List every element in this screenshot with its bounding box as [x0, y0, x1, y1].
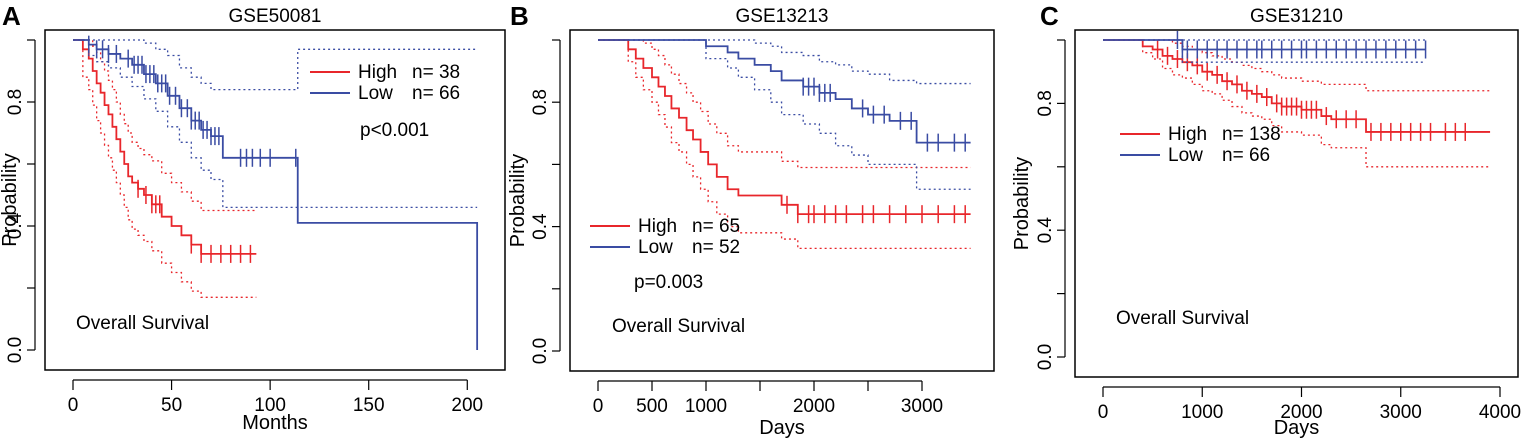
series-high — [598, 39, 971, 250]
x-tick-label: 100 — [254, 395, 286, 416]
annotation-overall-survival: Overall Survival — [1116, 308, 1249, 329]
plot-frame — [1074, 29, 1519, 378]
annotation-overall-survival: Overall Survival — [76, 313, 209, 334]
y-tick-label: 0.8 — [530, 89, 551, 115]
p-value: p=0.003 — [634, 272, 703, 293]
y-axis-label: Probability — [1011, 157, 1033, 250]
panel-a: A GSE50081 0 50 100 150 200 Months 0.0 0.4 0.8 Prob… — [0, 1, 506, 434]
legend-count: n= 65 — [692, 216, 740, 237]
ci-lower-line — [73, 39, 478, 209]
y-axis-label: Probability — [0, 153, 21, 246]
survival-line — [598, 39, 971, 144]
ci-upper-line — [1103, 39, 1491, 92]
series-high — [1103, 39, 1491, 168]
panel-letter: B — [510, 1, 529, 31]
legend-count: n= 138 — [1222, 124, 1281, 145]
x-tick-label: 4000 — [1479, 402, 1521, 423]
x-tick-label: 0 — [68, 395, 79, 416]
y-tick-label: 0.0 — [530, 338, 551, 364]
legend-label: Low — [638, 237, 673, 258]
y-tick-label: 0.0 — [1035, 344, 1056, 370]
x-tick-label: 3000 — [901, 396, 943, 417]
x-axis: 0 500 1000 2000 3000 — [593, 380, 943, 417]
legend: High n= 65 Low n= 52 — [590, 216, 740, 258]
x-tick-label: 2000 — [1280, 402, 1322, 423]
x-tick-label: 1000 — [685, 396, 727, 417]
legend-count: n= 38 — [412, 62, 460, 83]
x-tick-label: 1000 — [1181, 402, 1223, 423]
x-tick-label: 0 — [1098, 402, 1109, 423]
x-tick-label: 0 — [593, 396, 604, 417]
legend: High n= 138 Low n= 66 — [1120, 124, 1281, 166]
plot-frame — [44, 29, 506, 371]
ci-lower-line — [598, 39, 971, 190]
x-tick-label: 200 — [451, 395, 483, 416]
y-axis: 0.0 0.4 0.8 — [530, 39, 561, 364]
legend-count: n= 66 — [412, 83, 460, 104]
legend-label: High — [1168, 124, 1207, 145]
panel-letter: A — [2, 1, 21, 31]
x-axis-label: Days — [759, 417, 805, 439]
x-tick-label: 2000 — [793, 396, 835, 417]
panel-c: C GSE31210 0 1000 2000 3000 4000 Days 0.0 0.4 0.8 P… — [1011, 1, 1521, 439]
chart-title: GSE50081 — [229, 6, 322, 27]
y-axis: 0.0 0.4 0.8 — [1035, 39, 1066, 370]
legend-count: n= 52 — [692, 237, 740, 258]
panel-letter: C — [1040, 1, 1059, 31]
survival-line — [73, 39, 257, 255]
y-tick-label: 0.8 — [5, 89, 26, 115]
y-tick-label: 0.4 — [5, 212, 26, 239]
legend: High n= 38 Low n= 66 — [310, 62, 460, 104]
panel-b: B GSE13213 0 500 1000 2000 3000 Days 0.0 0.4 0.8 Pr… — [507, 1, 995, 439]
legend-label: High — [638, 216, 677, 237]
y-axis-label: Probability — [507, 154, 529, 247]
ci-lower-line — [598, 39, 971, 250]
ci-upper-line — [73, 39, 257, 212]
x-axis: 0 1000 2000 3000 4000 — [1098, 386, 1521, 423]
p-value: p<0.001 — [360, 120, 429, 141]
y-tick-label: 0.0 — [5, 337, 26, 363]
y-tick-label: 0.4 — [530, 213, 551, 240]
y-tick-label: 0.8 — [1035, 90, 1056, 116]
legend-count: n= 66 — [1222, 145, 1270, 166]
survival-line — [598, 39, 971, 216]
plot-frame — [569, 29, 995, 372]
annotation-overall-survival: Overall Survival — [612, 316, 745, 337]
ci-upper-line — [73, 39, 478, 91]
legend-label: High — [358, 62, 397, 83]
ci-lower-line — [1103, 39, 1491, 168]
x-axis-label: Months — [242, 412, 308, 434]
x-axis-label: Days — [1274, 417, 1320, 439]
ci-upper-line — [598, 39, 971, 169]
x-tick-label: 500 — [636, 396, 668, 417]
ci-lower-line — [1103, 39, 1426, 63]
survival-line — [1103, 39, 1426, 51]
survival-line — [1103, 39, 1491, 133]
series-low — [73, 35, 479, 350]
series-low — [1103, 31, 1427, 63]
chart-title: GSE13213 — [736, 6, 829, 27]
ci-lower-line — [73, 39, 257, 298]
legend-label: Low — [358, 83, 393, 104]
x-axis: 0 50 100 150 200 — [68, 379, 483, 416]
x-tick-label: 150 — [353, 395, 385, 416]
x-tick-label: 50 — [161, 395, 182, 416]
series-high — [73, 39, 257, 298]
series-low — [598, 39, 971, 190]
x-tick-label: 3000 — [1380, 402, 1422, 423]
legend-label: Low — [1168, 145, 1203, 166]
chart-title: GSE31210 — [1250, 6, 1343, 27]
y-axis: 0.0 0.4 0.8 — [5, 39, 36, 363]
y-tick-label: 0.4 — [1035, 217, 1056, 244]
